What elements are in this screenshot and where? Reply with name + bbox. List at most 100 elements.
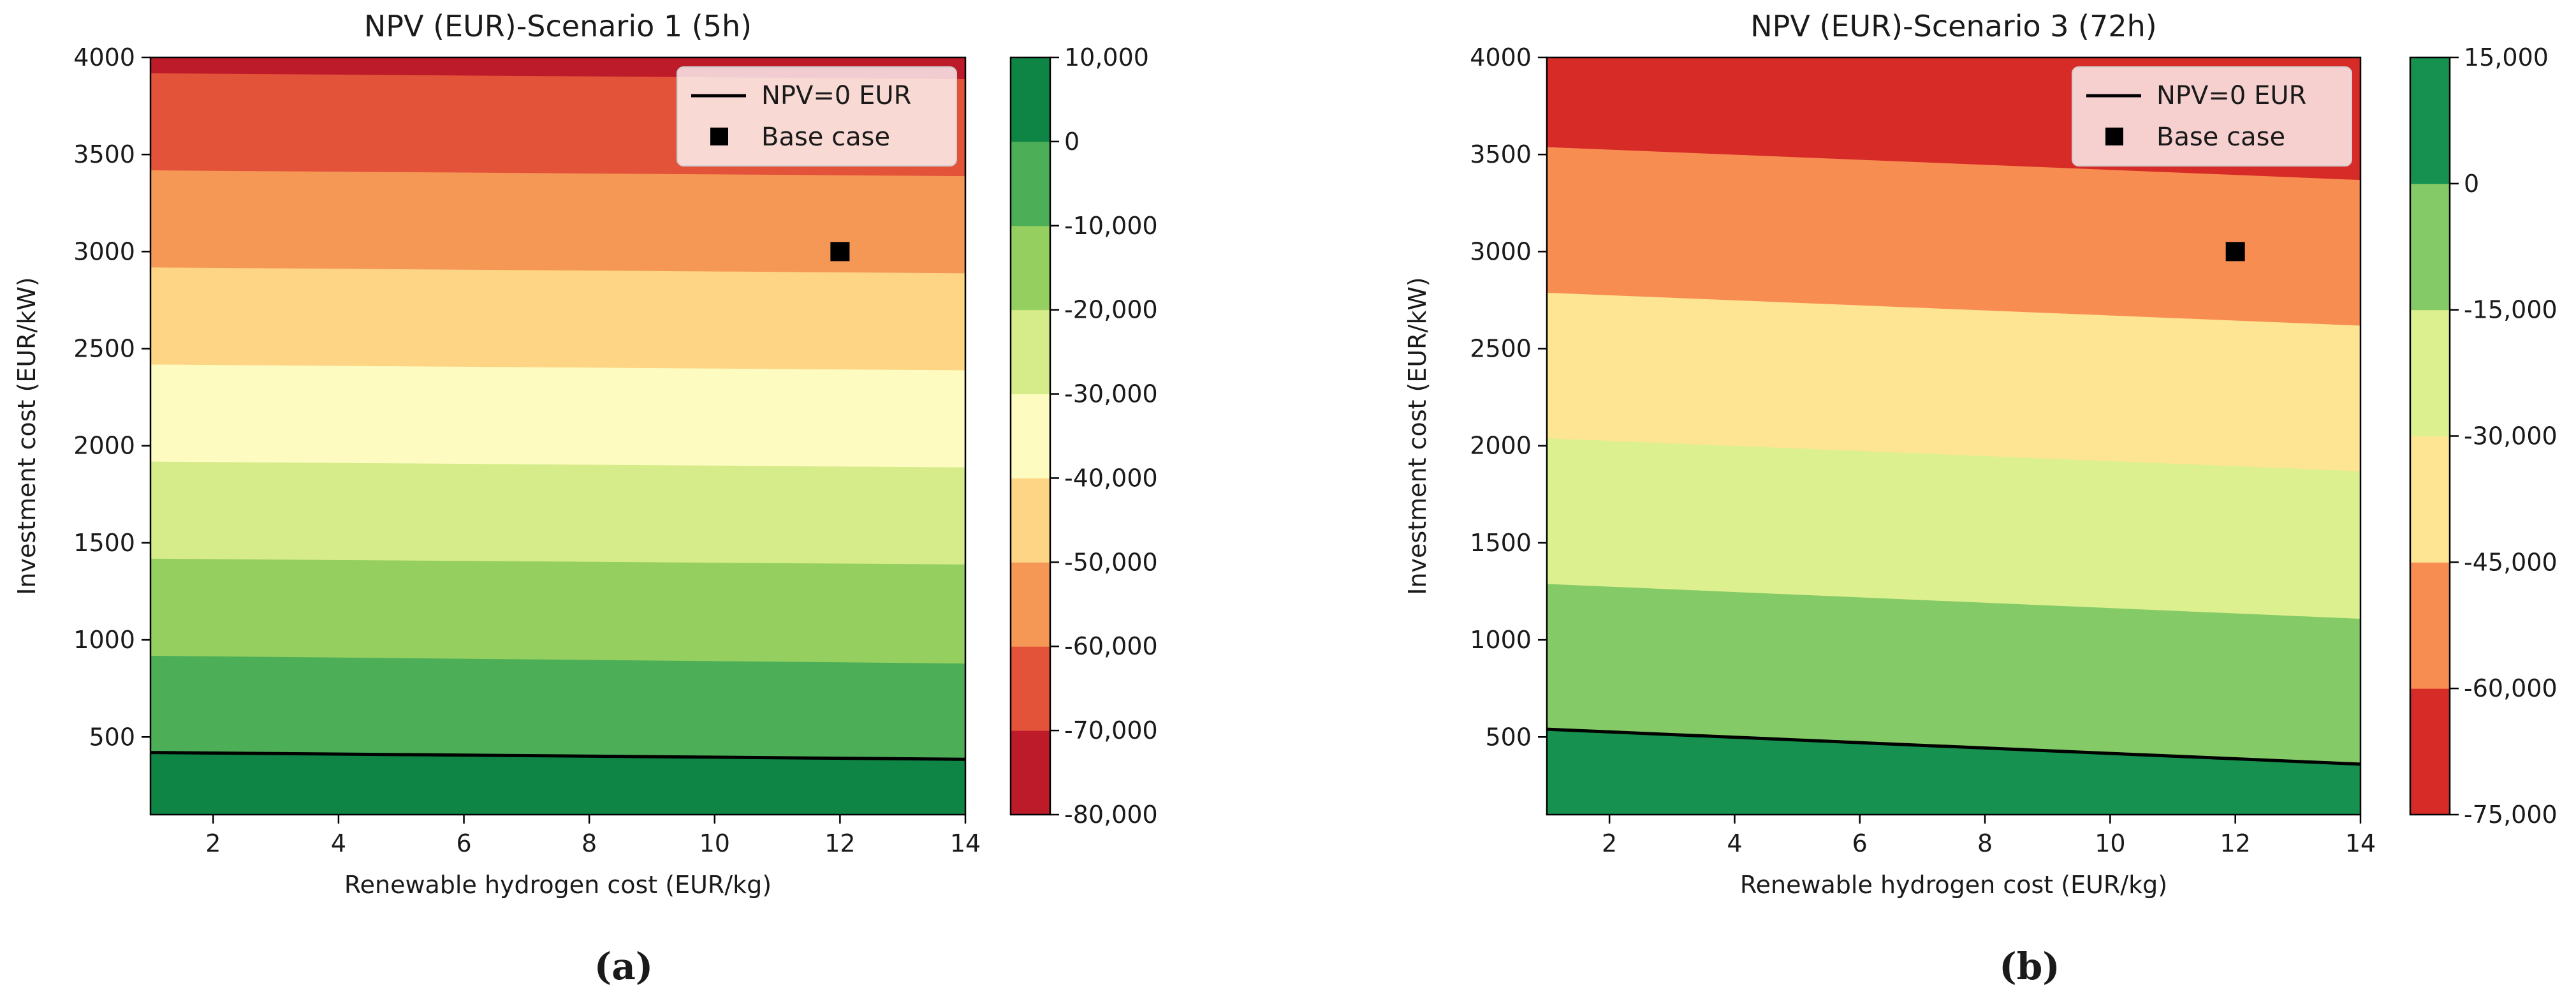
y-tick-label: 3000 [1470,237,1532,265]
y-axis-label: Investment cost (EUR/kW) [13,277,41,595]
x-tick-label: 12 [824,829,855,857]
y-tick-label: 2000 [73,432,135,460]
panel-b: 2 4 6 8 10 12 14 500 1000 1500 2000 2500 3000 3500 400… [1403,9,2558,988]
contour-band [150,267,965,371]
colorbar-tick-label: 15,000 [2464,43,2549,71]
colorbar-frame [1009,56,1051,816]
legend-marker-swatch [2105,128,2123,145]
panel-label: (b) [1999,945,2060,988]
chart-title: NPV (EUR)-Scenario 3 (72h) [1750,9,2157,43]
y-tick-label: 4000 [73,43,135,71]
x-tick-label: 6 [1852,829,1868,857]
contour-band [150,461,965,565]
legend-marker-swatch [710,128,728,145]
colorbar-segment [2410,562,2450,689]
legend-label-npv-zero: NPV=0 EUR [2156,81,2306,110]
panel-a: 2 4 6 8 10 12 14 500 1000 1500 2000 2500 3000 3500 400… [13,9,1158,988]
contour-band [1547,729,2360,815]
x-tick-label: 6 [456,829,471,857]
colorbar-segment [1011,141,1050,226]
colorbar-tick-label: -60,000 [1064,632,1158,660]
x-tick-label: 14 [950,829,981,857]
y-tick-label: 500 [89,723,135,751]
chart-title: NPV (EUR)-Scenario 1 (5h) [364,9,752,43]
base-case-marker [830,242,850,262]
x-tick-label: 14 [2345,829,2376,857]
npv-zero-line [1546,727,2361,766]
x-tick-label: 8 [1977,829,1993,857]
colorbar-tick-label: -40,000 [1064,464,1158,492]
y-tick-label: 500 [1485,723,1532,751]
colorbar-tick-label: -30,000 [1064,380,1158,408]
y-tick-label: 1500 [73,529,135,557]
y-tick-label: 2000 [1470,432,1532,460]
panel-label: (a) [594,945,653,988]
colorbar-segment [1011,730,1050,815]
legend-label-base-case: Base case [2156,122,2285,152]
legend-label-npv-zero: NPV=0 EUR [761,81,911,110]
colorbar-segment [1011,309,1050,395]
plot-frame [149,56,967,816]
colorbar-tick-label: -80,000 [1064,801,1158,829]
colorbar-segment [2410,183,2450,311]
colorbar-tick-label: -10,000 [1064,212,1158,240]
y-axis-label: Investment cost (EUR/kW) [1403,277,1431,595]
y-tick-label: 3000 [73,237,135,265]
colorbar-tick-label: 0 [1064,128,1079,156]
colorbar-segment [1011,225,1050,311]
y-tick-label: 1500 [1470,529,1532,557]
colorbar-tick-label: -45,000 [2464,548,2558,576]
y-tick-label: 4000 [1470,43,1532,71]
contour-band [150,655,965,761]
x-tick-label: 10 [2095,829,2125,857]
plot-frame [1546,56,2362,816]
colorbar-segment [1011,562,1050,647]
colorbar-tick-label: -30,000 [2464,422,2558,450]
colorbar-tick-label: -50,000 [1064,548,1158,576]
contour-band [150,364,965,468]
contour-band [150,752,965,815]
colorbar-segment [1011,646,1050,731]
colorbar-tick-label: -75,000 [2464,801,2558,829]
colorbar-tick-label: -20,000 [1064,296,1158,324]
colorbar-tick-label: 10,000 [1064,43,1149,71]
legend-box [2072,66,2352,166]
base-case-marker [2225,242,2245,262]
x-tick-label: 4 [331,829,346,857]
x-tick-label: 8 [582,829,597,857]
colorbar-tick-label: -60,000 [2464,674,2558,702]
contour-band [150,170,965,274]
y-tick-label: 1000 [1470,626,1532,654]
y-tick-label: 3500 [73,140,135,168]
x-tick-label: 12 [2220,829,2251,857]
y-tick-label: 2500 [1470,335,1532,363]
colorbar-segment [1011,478,1050,563]
contour-band [1547,292,2360,471]
contour-band [1547,146,2360,326]
colorbar-segment [2410,688,2450,815]
contour-band [150,558,965,664]
x-tick-label: 4 [1727,829,1742,857]
y-tick-label: 1000 [73,626,135,654]
colorbar-segment [2410,309,2450,436]
contour-bands [1547,57,2360,815]
x-axis-label: Renewable hydrogen cost (EUR/kg) [1740,871,2167,899]
colorbar-segment [1011,394,1050,478]
colorbar-segment [2410,57,2450,184]
colorbar-tick-label: -15,000 [2464,296,2558,324]
x-axis-label: Renewable hydrogen cost (EUR/kg) [344,871,772,899]
contour-bands [150,57,965,815]
x-tick-label: 2 [205,829,221,857]
y-tick-label: 2500 [73,335,135,363]
legend-label-base-case: Base case [761,122,890,152]
x-tick-label: 10 [699,829,730,857]
colorbar-tick-label: -70,000 [1064,716,1158,744]
colorbar-segment [2410,436,2450,563]
y-tick-label: 3500 [1470,140,1532,168]
x-tick-label: 2 [1602,829,1617,857]
legend-box [677,66,957,166]
colorbar-segment [1011,57,1050,142]
contour-band [1547,438,2360,619]
npv-zero-line [150,751,966,761]
